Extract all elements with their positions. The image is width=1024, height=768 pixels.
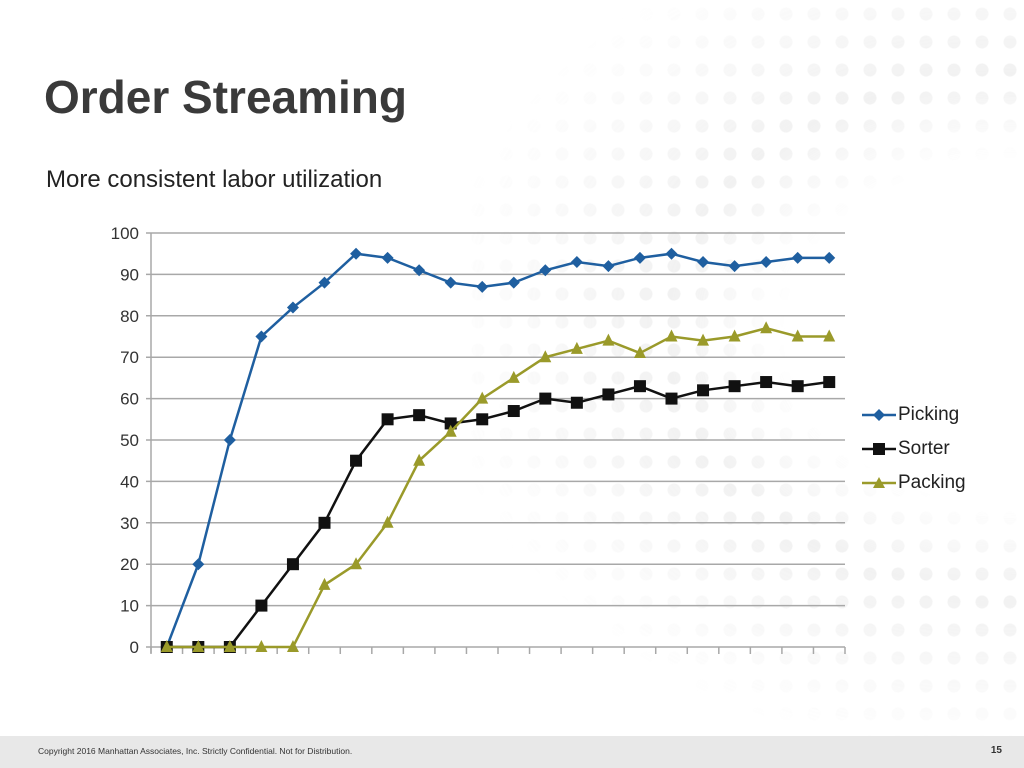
data-point-sorter — [413, 409, 426, 422]
data-point-picking — [444, 276, 457, 289]
legend-item-packing: Packing — [862, 466, 966, 500]
data-point-picking — [823, 251, 836, 264]
data-point-packing — [350, 557, 363, 570]
data-point-picking — [223, 434, 236, 446]
data-point-picking — [507, 276, 520, 289]
data-point-picking — [350, 247, 363, 260]
data-point-sorter — [255, 599, 268, 612]
copyright-text: Copyright 2016 Manhattan Associates, Inc… — [38, 746, 353, 756]
data-point-picking — [665, 247, 678, 260]
data-point-packing — [539, 350, 552, 363]
data-point-packing — [570, 341, 583, 354]
series-line-sorter — [166, 380, 830, 649]
y-tick-label: 20 — [120, 555, 139, 574]
data-point-packing — [697, 333, 710, 346]
data-point-sorter — [350, 454, 363, 467]
legend-item-picking: Picking — [862, 398, 966, 432]
data-point-sorter — [539, 392, 552, 405]
data-point-picking — [760, 255, 773, 268]
chart-legend: Picking Sorter Packing — [862, 398, 966, 500]
data-point-sorter — [665, 392, 678, 405]
y-tick-label: 40 — [120, 472, 139, 491]
data-point-picking — [539, 264, 552, 277]
data-point-sorter — [318, 516, 331, 529]
square-marker-icon — [862, 443, 896, 455]
data-point-packing — [223, 640, 236, 652]
data-point-packing — [413, 453, 426, 466]
series-line-packing — [166, 326, 830, 649]
line-chart: 0 10 20 30 40 50 60 70 80 90 100 — [111, 224, 846, 657]
data-point-packing — [444, 424, 457, 437]
legend-label: Packing — [898, 472, 966, 493]
data-point-picking — [413, 264, 426, 277]
data-point-packing — [728, 329, 741, 342]
triangle-marker-icon — [862, 477, 896, 488]
slide-title: Order Streaming — [44, 71, 407, 123]
y-tick-label: 100 — [111, 224, 139, 243]
data-point-sorter — [286, 558, 299, 571]
data-point-sorter — [697, 384, 710, 397]
legend-label: Picking — [898, 404, 960, 425]
y-tick-label: 0 — [130, 638, 139, 657]
data-point-sorter — [791, 380, 804, 393]
data-point-packing — [823, 329, 836, 342]
data-point-packing — [286, 640, 299, 652]
data-point-picking — [476, 280, 489, 293]
data-point-sorter — [570, 396, 583, 409]
data-point-packing — [255, 640, 268, 652]
legend-label: Sorter — [898, 438, 950, 459]
data-point-sorter — [381, 413, 394, 426]
data-point-sorter — [444, 417, 457, 430]
y-tick-label: 70 — [120, 348, 139, 367]
data-point-picking — [318, 276, 331, 289]
y-tick-label: 30 — [120, 514, 139, 533]
data-point-packing — [476, 391, 489, 404]
y-tick-label: 60 — [120, 390, 139, 409]
data-point-packing — [507, 370, 520, 383]
data-point-packing — [665, 329, 678, 342]
data-point-picking — [255, 330, 268, 343]
data-point-packing — [633, 346, 646, 359]
data-point-picking — [381, 251, 394, 264]
data-point-sorter — [823, 376, 836, 389]
background-dot-pattern — [464, 0, 1024, 740]
data-point-sorter — [633, 380, 646, 393]
data-point-sorter — [728, 380, 741, 393]
data-point-picking — [570, 255, 583, 268]
y-tick-label: 10 — [120, 597, 139, 616]
data-point-packing — [791, 329, 804, 342]
data-point-packing — [760, 321, 773, 334]
y-tick-label: 50 — [120, 431, 139, 450]
series-line-picking — [165, 252, 830, 648]
y-tick-label: 90 — [120, 265, 139, 284]
data-point-picking — [791, 251, 804, 264]
data-point-sorter — [507, 405, 520, 418]
data-point-packing — [318, 577, 331, 590]
data-point-packing — [160, 640, 173, 652]
data-point-picking — [728, 260, 741, 273]
data-point-sorter — [760, 376, 773, 389]
data-point-picking — [697, 255, 710, 268]
data-point-packing — [192, 640, 205, 652]
slide-subtitle: More consistent labor utilization — [46, 166, 383, 193]
y-tick-label: 80 — [120, 307, 139, 326]
data-point-sorter — [476, 413, 489, 426]
data-point-picking — [633, 251, 646, 264]
legend-item-sorter: Sorter — [862, 432, 966, 466]
data-point-picking — [602, 260, 615, 273]
data-point-packing — [602, 333, 615, 346]
data-point-packing — [381, 515, 394, 528]
footer-bar — [0, 736, 1024, 768]
diamond-marker-icon — [862, 409, 896, 421]
data-point-picking — [192, 558, 205, 571]
page-number: 15 — [990, 745, 1002, 756]
data-point-picking — [286, 301, 299, 314]
data-point-sorter — [602, 388, 615, 401]
